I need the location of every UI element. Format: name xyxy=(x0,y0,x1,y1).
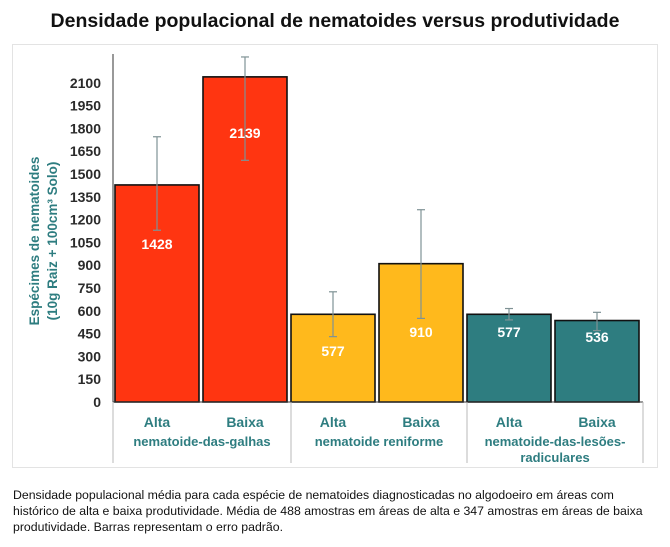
y-tick-label: 600 xyxy=(78,303,102,319)
bar-value-label: 577 xyxy=(321,343,345,359)
bar-value-label: 1428 xyxy=(141,236,172,252)
y-tick-label: 1950 xyxy=(70,98,101,114)
figure-caption: Densidade populacional média para cada e… xyxy=(13,488,643,534)
y-tick-label: 450 xyxy=(78,326,102,342)
x-category-label: Alta xyxy=(320,414,347,430)
bar-value-label: 536 xyxy=(585,329,609,345)
x-category-label: Baixa xyxy=(578,414,616,430)
y-tick-label: 2100 xyxy=(70,75,101,91)
y-axis-title: (10g Raiz + 100cm³ Solo) xyxy=(45,162,60,321)
y-tick-label: 300 xyxy=(78,348,102,364)
x-category-label: Alta xyxy=(144,414,171,430)
group-label: radiculares xyxy=(520,450,589,465)
y-tick-label: 1050 xyxy=(70,234,101,250)
bar-value-label: 2139 xyxy=(229,125,260,141)
y-tick-label: 1350 xyxy=(70,189,101,205)
y-axis-title: Espécimes de nematoides xyxy=(27,157,42,326)
x-category-label: Baixa xyxy=(226,414,264,430)
y-tick-label: 900 xyxy=(78,257,102,273)
y-tick-label: 0 xyxy=(93,394,101,410)
x-category-label: Baixa xyxy=(402,414,440,430)
bar-value-label: 577 xyxy=(497,324,521,340)
y-tick-label: 1200 xyxy=(70,212,101,228)
group-label: nematoide-das-lesões- xyxy=(485,434,626,449)
y-tick-label: 750 xyxy=(78,280,102,296)
group-label: nematoide-das-galhas xyxy=(133,434,270,449)
y-tick-label: 1800 xyxy=(70,120,101,136)
x-category-label: Alta xyxy=(496,414,523,430)
bar-chart: 0 150 300 450 600 750 900 1050 1200 1350 1500 1650 1… xyxy=(27,54,644,465)
group-label: nematoide reniforme xyxy=(315,434,444,449)
chart-title: Densidade populacional de nematoides ver… xyxy=(50,10,620,32)
y-tick-label: 1500 xyxy=(70,166,101,182)
y-tick-label: 1650 xyxy=(70,143,101,159)
y-tick-label: 150 xyxy=(78,371,102,387)
bar xyxy=(554,319,640,403)
chart-frame: 0 150 300 450 600 750 900 1050 1200 1350 1500 1650 1… xyxy=(12,44,658,468)
bar-value-label: 910 xyxy=(409,324,433,340)
